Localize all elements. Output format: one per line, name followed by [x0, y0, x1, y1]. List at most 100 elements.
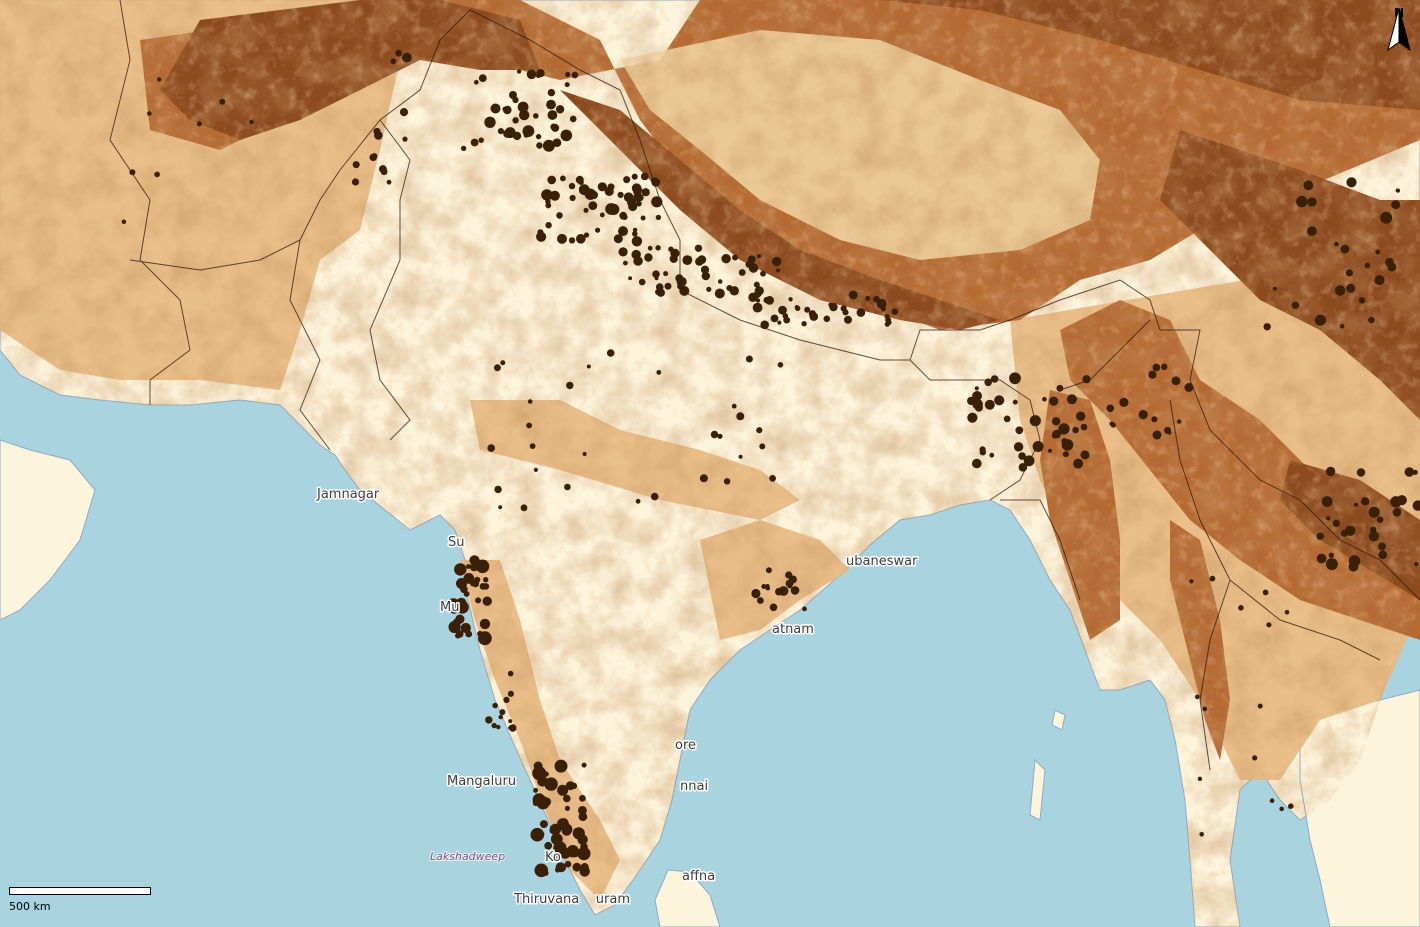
occurrence-point — [546, 99, 556, 110]
occurrence-point — [555, 105, 565, 114]
label-bhubaneswar[interactable]: ubaneswar — [845, 553, 920, 571]
occurrence-point — [745, 260, 753, 268]
occurrence-point — [1151, 416, 1158, 423]
occurrence-point — [636, 194, 644, 202]
occurrence-point — [1152, 430, 1162, 440]
occurrence-point — [765, 567, 772, 574]
occurrence-point — [1360, 497, 1370, 506]
occurrence-point — [1032, 441, 1044, 452]
occurrence-point — [523, 132, 529, 138]
label-mangaluru[interactable]: Mangaluru — [446, 773, 518, 791]
occurrence-point — [990, 375, 999, 383]
occurrence-point — [454, 563, 467, 576]
label-thiruvananthapuram[interactable]: Thiruvana uram — [512, 891, 632, 909]
occurrence-point — [1164, 426, 1172, 434]
occurrence-point — [448, 620, 461, 634]
occurrence-point — [564, 805, 571, 812]
occurrence-point — [1334, 241, 1339, 247]
occurrence-point — [583, 232, 590, 238]
occurrence-point — [466, 564, 471, 569]
occurrence-point — [579, 866, 590, 877]
occurrence-point — [1307, 197, 1317, 207]
occurrence-point — [1345, 269, 1353, 277]
occurrence-point — [1368, 531, 1380, 542]
occurrence-point — [579, 794, 586, 802]
occurrence-point — [974, 386, 979, 391]
occurrence-point — [801, 321, 807, 327]
occurrence-point — [972, 458, 982, 469]
occurrence-point — [640, 172, 649, 181]
occurrence-point — [465, 630, 473, 638]
occurrence-point — [760, 320, 769, 330]
occurrence-point — [479, 583, 487, 590]
occurrence-point — [631, 183, 642, 193]
occurrence-point — [581, 762, 587, 768]
label-jamnagar[interactable]: Jamnagar — [315, 486, 382, 504]
occurrence-point — [566, 381, 574, 390]
occurrence-point — [829, 302, 838, 312]
label-mumbai[interactable]: Mu — [439, 599, 461, 617]
occurrence-point — [1076, 411, 1086, 421]
occurrence-point — [633, 238, 640, 245]
occurrence-point — [663, 271, 669, 277]
occurrence-point — [694, 244, 703, 252]
occurrence-point — [578, 812, 588, 822]
occurrence-point — [532, 799, 540, 806]
occurrence-point — [544, 777, 558, 791]
label-visakhapatnam[interactable]: atnam — [771, 621, 816, 639]
occurrence-point — [1106, 404, 1115, 413]
occurrence-point — [1414, 562, 1419, 567]
occurrence-point — [788, 297, 793, 302]
occurrence-point — [1051, 417, 1061, 426]
occurrence-point — [1404, 467, 1415, 477]
label-bangalore[interactable]: ore — [674, 737, 698, 755]
occurrence-point — [547, 175, 556, 185]
label-kochi[interactable]: Ko — [544, 849, 563, 867]
label-lakshadweep[interactable]: Lakshadweep — [429, 849, 506, 864]
occurrence-point — [599, 212, 605, 218]
scale-bar-label: 500 km — [9, 900, 51, 913]
occurrence-point — [549, 827, 556, 834]
label-jaffna[interactable]: affna — [681, 868, 717, 886]
occurrence-point — [769, 603, 778, 612]
occurrence-point — [1346, 177, 1357, 188]
occurrence-point — [1328, 552, 1335, 558]
occurrence-point — [542, 139, 555, 152]
occurrence-point — [1082, 375, 1091, 384]
occurrence-point — [564, 860, 572, 868]
occurrence-point — [196, 121, 202, 127]
occurrence-point — [556, 212, 563, 219]
occurrence-point — [794, 305, 799, 310]
occurrence-point — [656, 288, 665, 297]
occurrence-point — [463, 591, 470, 597]
occurrence-point — [759, 443, 766, 450]
occurrence-point — [1326, 516, 1331, 521]
occurrence-point — [545, 222, 552, 229]
label-chennai[interactable]: nnai — [679, 778, 710, 796]
occurrence-point — [1370, 526, 1377, 533]
label-surat[interactable]: Su — [447, 534, 467, 552]
occurrence-point — [478, 74, 487, 82]
occurrence-point — [583, 207, 589, 213]
occurrence-point — [463, 573, 475, 584]
occurrence-point — [503, 105, 512, 115]
occurrence-point — [1160, 363, 1168, 371]
occurrence-point — [1339, 324, 1345, 329]
occurrence-point — [656, 370, 662, 375]
occurrence-point — [533, 113, 539, 119]
occurrence-point — [154, 171, 160, 178]
occurrence-point — [623, 176, 631, 184]
occurrence-point — [1303, 180, 1314, 191]
occurrence-point — [508, 719, 513, 724]
occurrence-point — [765, 585, 771, 591]
occurrence-point — [541, 189, 553, 201]
occurrence-point — [535, 133, 542, 140]
occurrence-point — [1340, 529, 1348, 537]
occurrence-point — [554, 759, 568, 773]
occurrence-point — [631, 249, 641, 260]
occurrence-point — [651, 177, 661, 187]
occurrence-point — [1262, 589, 1269, 596]
occurrence-point — [1387, 262, 1397, 272]
occurrence-point — [880, 306, 887, 312]
